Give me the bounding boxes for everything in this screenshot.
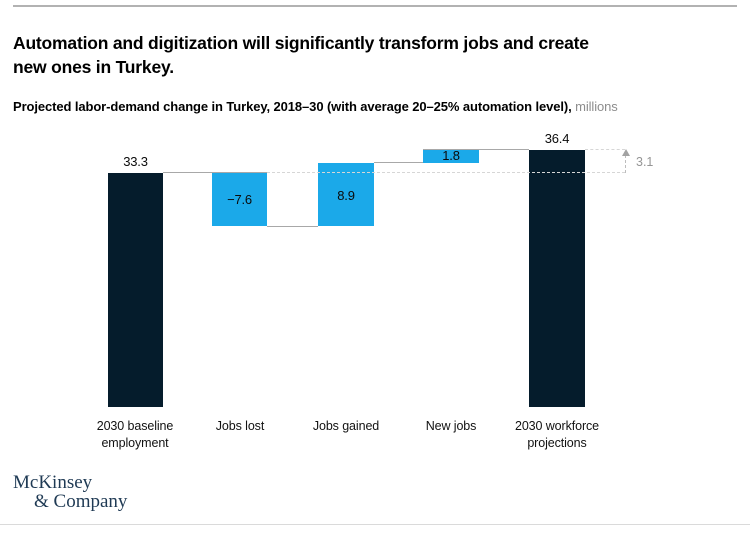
mckinsey-logo-line2: & Company [34,491,128,512]
bottom-divider-rule [0,524,750,525]
bar-jobs-gained [318,163,374,226]
bar-2030-workforce-projections [529,150,585,407]
mckinsey-logo-line1: McKinsey [13,472,93,493]
page-title-line1: Automation and digitization will signifi… [13,33,589,53]
chart-subtitle-main: Projected labor-demand change in Turkey,… [13,99,572,114]
bar-new-jobs [423,150,479,163]
value-label-baseline: 33.3 [123,154,148,169]
page-title-line2: new ones in Turkey. [13,57,174,77]
category-label-jobs-lost: Jobs lost [215,419,265,433]
page-title: Automation and digitization will signifi… [13,31,703,79]
mckinsey-logo: McKinsey & Company [13,473,127,511]
arrow-up-icon [622,149,630,156]
connector-jobs-gained-to-new-jobs [374,162,423,163]
chart-subtitle-unit: millions [575,99,618,114]
value-label-projection: 36.4 [544,131,570,146]
bar-2030-baseline-employment [108,173,163,407]
category-label-new-jobs: New jobs [425,419,477,433]
category-label-baseline: 2030 baseline employment [96,419,174,450]
category-label-projection: 2030 workforce projections [514,419,600,450]
net-change-label: 3.1 [636,155,654,169]
connector-baseline-to-jobs-lost [163,172,267,173]
value-label-jobs-lost: −7.6 [227,192,252,207]
waterfall-chart: 3.1 33.3 −7.6 8.9 1.8 36.4 2030 baseline… [96,131,654,450]
baseline-reference-dashed-line [267,172,625,173]
net-change-arrow-stem [625,155,626,173]
value-label-jobs-gained: 8.9 [337,188,355,203]
connector-jobs-lost-to-jobs-gained [267,226,318,227]
top-divider-rule [13,5,737,7]
projection-reference-dashed-line [585,149,625,150]
connector-new-jobs-to-projection [423,149,529,150]
value-label-new-jobs: 1.8 [442,148,460,163]
bar-jobs-lost [212,173,267,226]
chart-subtitle: Projected labor-demand change in Turkey,… [13,99,743,115]
category-label-jobs-gained: Jobs gained [312,419,380,433]
